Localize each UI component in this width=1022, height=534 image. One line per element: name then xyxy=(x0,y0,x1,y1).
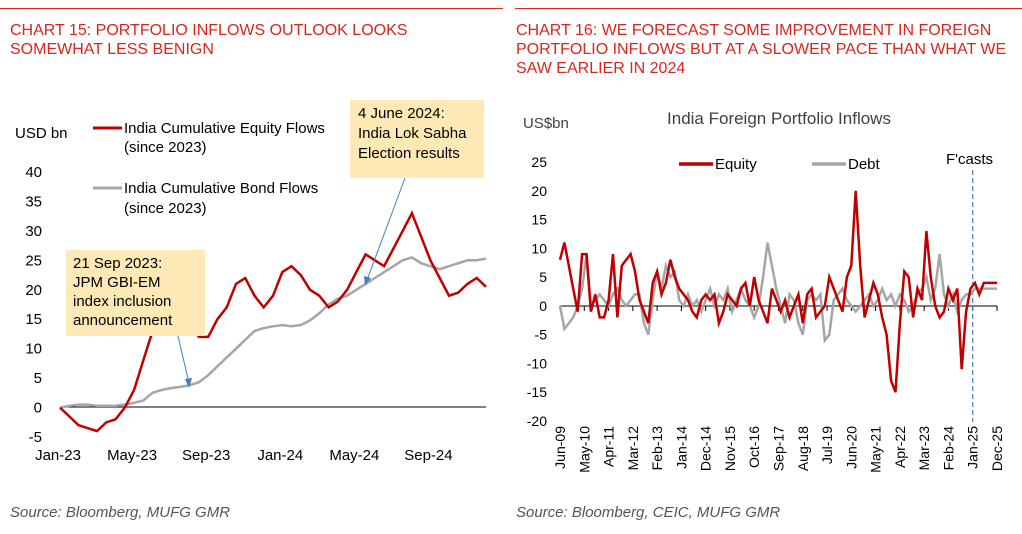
callout-election-line1: 4 June 2024: xyxy=(358,105,445,122)
debt-series-line xyxy=(558,242,997,344)
x-tick-label: Oct-16 xyxy=(746,426,762,468)
callout-gbi-line2: JPM GBI-EM xyxy=(73,274,161,291)
callout-gbi-line4: announcement xyxy=(73,312,173,329)
callout-box-election xyxy=(350,100,484,178)
x-tick-label: Jan-25 xyxy=(965,426,981,469)
legend-bond-label-2: (since 2023) xyxy=(124,200,207,217)
y-tick-label: -10 xyxy=(527,355,547,371)
x-tick-label: Jan-24 xyxy=(257,447,303,464)
forecast-label: F'casts xyxy=(946,151,993,168)
x-tick-label: May-23 xyxy=(107,447,157,464)
x-tick-label: May-24 xyxy=(329,447,379,464)
legend-debt-label: Debt xyxy=(848,156,881,173)
legend-equity-label: India Cumulative Equity Flows xyxy=(124,120,325,137)
chart-16-plot: India Foreign Portfolio Inflows US$bn -2… xyxy=(523,109,1005,473)
chart-15-panel: CHART 15: PORTFOLIO INFLOWS OUTLOOK LOOK… xyxy=(0,0,503,534)
x-tick-label: Sep-23 xyxy=(182,447,230,464)
y-tick-label: 10 xyxy=(25,341,42,358)
equity-series-line xyxy=(558,190,997,393)
y-tick-label: 0 xyxy=(539,298,547,314)
chart-16-source: Source: Bloomberg, CEIC, MUFG GMR xyxy=(516,504,781,521)
x-tick-label: Feb-24 xyxy=(940,426,956,471)
x-tick-label: May-10 xyxy=(576,426,592,473)
y-tick-label: -20 xyxy=(527,413,547,429)
y-tick-label: 25 xyxy=(25,252,42,269)
x-tick-label: Jul-19 xyxy=(819,426,835,464)
x-tick-label: Mar-23 xyxy=(916,426,932,471)
y-tick-label: -15 xyxy=(527,384,547,400)
x-tick-label: Aug-18 xyxy=(795,426,811,471)
legend-bond-label: India Cumulative Bond Flows xyxy=(124,180,318,197)
chart-15-plot: -5 0 5 10 15 20 25 30 35 40 Jan-23 May-23 Sep-23 Jan… xyxy=(15,100,487,464)
chart-15-title: CHART 15: PORTFOLIO INFLOWS OUTLOOK LOOK… xyxy=(10,22,408,58)
y-tick-label: 30 xyxy=(25,223,42,240)
y-tick-label: 20 xyxy=(531,183,547,199)
y-tick-label: 5 xyxy=(34,370,42,387)
callout-election-line3: Election results xyxy=(358,145,460,162)
callout-gbi-arrow xyxy=(177,335,190,384)
x-tick-label: Apr-22 xyxy=(892,426,908,468)
top-rule xyxy=(515,8,1022,9)
callout-gbi-line1: 21 Sep 2023: xyxy=(73,255,162,272)
y-axis-label: US$bn xyxy=(523,115,569,132)
inner-chart-title: India Foreign Portfolio Inflows xyxy=(667,109,891,128)
chart-15-source: Source: Bloomberg, MUFG GMR xyxy=(10,504,231,521)
x-tick-label: Nov-15 xyxy=(722,426,738,471)
callout-box-gbi xyxy=(66,250,205,336)
x-tick-label: Feb-13 xyxy=(649,426,665,471)
chart-16-title: CHART 16: WE FORECAST SOME IMPROVEMENT I… xyxy=(516,22,1007,77)
y-tick-label: 25 xyxy=(531,154,547,170)
x-tick-label: May-21 xyxy=(868,426,884,473)
callout-gbi-line3: index inclusion xyxy=(73,293,171,310)
y-tick-label: 15 xyxy=(25,311,42,328)
legend-equity-label-2: (since 2023) xyxy=(124,139,207,156)
x-tick-label: Apr-11 xyxy=(601,426,617,467)
callout-gbi-arrowhead xyxy=(185,378,192,388)
x-tick-label: Jun-20 xyxy=(843,426,859,469)
y-tick-label: 20 xyxy=(25,282,42,299)
equity-flows-line xyxy=(59,210,487,433)
chart-16-panel: CHART 16: WE FORECAST SOME IMPROVEMENT I… xyxy=(515,0,1022,534)
y-tick-label: 15 xyxy=(531,212,547,228)
callout-election-arrowhead xyxy=(364,276,371,286)
y-tick-label: 5 xyxy=(539,269,547,285)
top-rule xyxy=(0,8,503,9)
x-tick-label: Dec-14 xyxy=(698,426,714,471)
y-tick-label: 0 xyxy=(34,400,42,417)
callout-election-line2: India Lok Sabha xyxy=(358,125,467,142)
x-tick-label: Jun-09 xyxy=(552,426,568,469)
y-tick-label: -5 xyxy=(535,327,548,343)
x-tick-label: Jan-23 xyxy=(35,447,81,464)
y-tick-label: 35 xyxy=(25,193,42,210)
callout-election-arrow xyxy=(366,177,406,281)
x-tick-label: Sep-17 xyxy=(771,426,787,471)
x-tick-label: Dec-25 xyxy=(989,426,1005,471)
legend-equity-label: Equity xyxy=(715,156,757,173)
bond-flows-line xyxy=(59,256,487,409)
x-tick-label: Mar-12 xyxy=(625,426,641,471)
y-tick-label: 40 xyxy=(25,164,42,181)
y-tick-label: 10 xyxy=(531,240,547,256)
y-axis-label: USD bn xyxy=(15,125,68,142)
y-tick-label: -5 xyxy=(29,429,42,446)
x-tick-label: Jan-14 xyxy=(673,426,689,469)
x-tick-label: Sep-24 xyxy=(404,447,452,464)
